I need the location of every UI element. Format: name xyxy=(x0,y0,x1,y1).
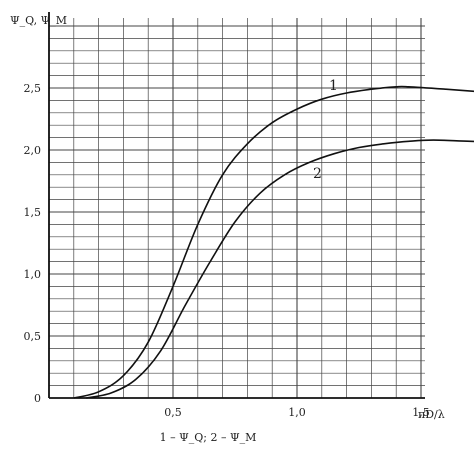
x-tick-label: 1,0 xyxy=(288,406,306,419)
y-tick-label: 2,5 xyxy=(24,82,42,95)
x-axis-label: πD/λ xyxy=(418,408,445,421)
axis-labels: Ψ_Q, Ψ_M πD/λ 1 – Ψ_Q; 2 – Ψ_M xyxy=(10,14,445,444)
y-tick-label: 0 xyxy=(34,392,41,405)
plot-frame xyxy=(48,12,425,399)
series-label-1: 1 xyxy=(329,78,338,94)
series-group: 12 xyxy=(73,78,474,399)
grid xyxy=(48,18,425,399)
y-tick-label: 0,5 xyxy=(24,330,42,343)
tick-labels: 0,51,01,52,02,500,51,01,52,02,5 xyxy=(24,82,430,419)
x-tick-label: 0,5 xyxy=(164,406,182,419)
y-tick-label: 1,5 xyxy=(24,206,42,219)
x-tick-label: 1,5 xyxy=(412,406,430,419)
y-tick-label: 1,0 xyxy=(24,268,42,281)
y-axis-label: Ψ_Q, Ψ_M xyxy=(10,14,67,27)
series-line-1 xyxy=(73,85,474,399)
series-label-2: 2 xyxy=(313,166,322,182)
y-tick-label: 2,0 xyxy=(24,144,42,157)
series-line-2 xyxy=(86,139,474,399)
chart-caption: 1 – Ψ_Q; 2 – Ψ_M xyxy=(160,431,257,444)
